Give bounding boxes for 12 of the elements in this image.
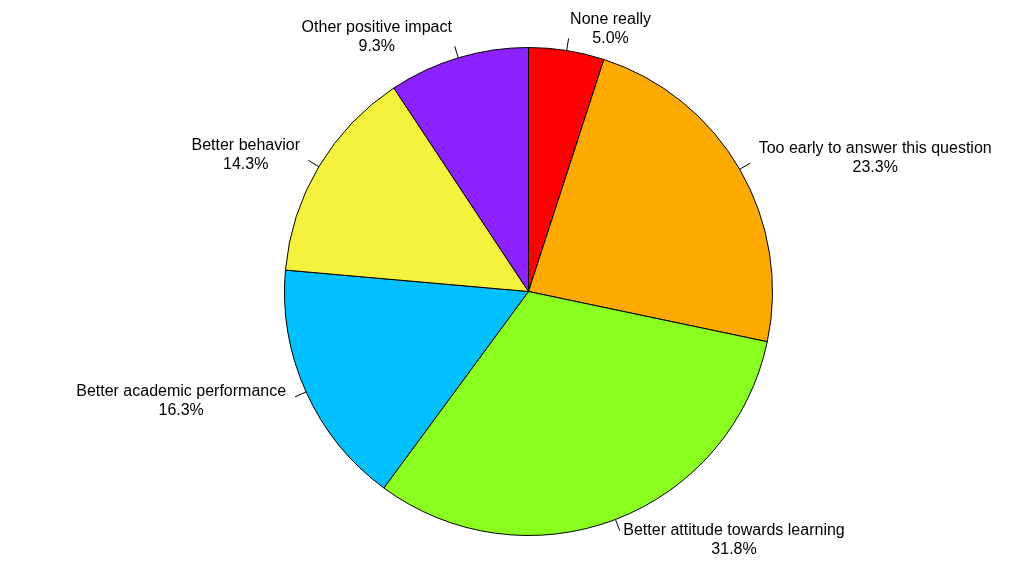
data-label: 14.3% [223, 155, 269, 173]
data-label: 16.3% [158, 400, 204, 418]
slice-label: None really [570, 9, 652, 27]
slice-label: Other positive impact [301, 17, 453, 35]
data-label: 9.3% [358, 36, 395, 54]
slice-label: Better attitude towards learning [623, 520, 845, 538]
data-label: 23.3% [852, 158, 898, 176]
slice-label: Better academic performance [76, 381, 287, 399]
data-label: 31.8% [711, 539, 757, 557]
data-label: 5.0% [592, 28, 629, 46]
slice-label: Better behavior [191, 136, 301, 154]
slice-label: Too early to answer this question [758, 139, 992, 157]
